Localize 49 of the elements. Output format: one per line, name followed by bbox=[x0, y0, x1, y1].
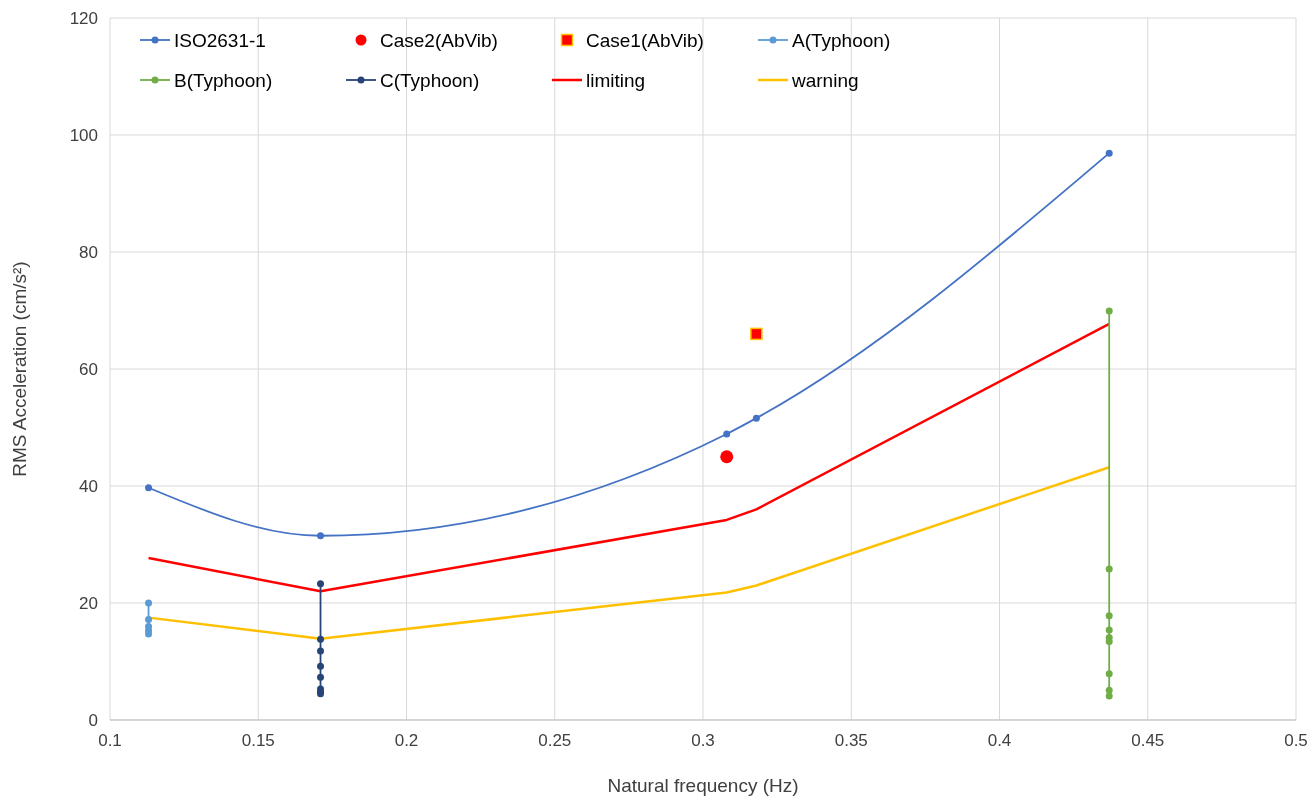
y-tick-label: 120 bbox=[69, 9, 98, 28]
point bbox=[317, 647, 325, 655]
x-tick-label: 0.4 bbox=[987, 731, 1012, 750]
point bbox=[1105, 565, 1113, 573]
point bbox=[1105, 149, 1113, 157]
x-axis-title: Natural frequency (Hz) bbox=[607, 775, 799, 796]
y-axis-title: RMS Acceleration (cm/s²) bbox=[9, 261, 30, 477]
point bbox=[750, 327, 763, 341]
x-tick-label: 0.35 bbox=[834, 731, 868, 750]
legend-label: Case1(AbVib) bbox=[586, 30, 704, 51]
legend-label: Case2(AbVib) bbox=[380, 30, 498, 51]
x-tick-label: 0.45 bbox=[1131, 731, 1165, 750]
legend-label: limiting bbox=[586, 70, 646, 91]
y-tick-label: 60 bbox=[79, 360, 98, 379]
x-tick-label: 0.1 bbox=[98, 731, 122, 750]
y-tick-label: 40 bbox=[79, 477, 98, 496]
legend-label: ISO2631-1 bbox=[174, 30, 266, 51]
y-tick-label: 20 bbox=[79, 594, 98, 613]
point bbox=[752, 414, 760, 422]
point bbox=[720, 450, 734, 464]
point bbox=[1105, 626, 1113, 634]
point bbox=[317, 635, 325, 643]
point bbox=[317, 673, 325, 681]
point bbox=[1105, 670, 1113, 678]
point bbox=[1105, 686, 1113, 694]
legend-label: warning bbox=[791, 70, 859, 91]
point bbox=[317, 662, 325, 670]
legend-label: A(Typhoon) bbox=[792, 30, 891, 51]
line-series bbox=[147, 322, 1111, 593]
x-tick-label: 0.5 bbox=[1284, 731, 1308, 750]
x-tick-label: 0.25 bbox=[538, 731, 572, 750]
x-tick-label: 0.3 bbox=[691, 731, 715, 750]
point bbox=[1105, 612, 1113, 620]
y-tick-label: 100 bbox=[69, 126, 98, 145]
y-tick-label: 80 bbox=[79, 243, 98, 262]
point bbox=[317, 532, 325, 540]
point bbox=[317, 580, 325, 588]
point bbox=[1105, 638, 1113, 646]
point bbox=[145, 615, 153, 623]
point bbox=[723, 430, 731, 438]
point bbox=[145, 484, 153, 492]
x-tick-label: 0.15 bbox=[241, 731, 275, 750]
point bbox=[1105, 692, 1113, 700]
legend-label: B(Typhoon) bbox=[174, 70, 273, 91]
point bbox=[145, 599, 153, 607]
legend-label: C(Typhoon) bbox=[380, 70, 480, 91]
point bbox=[1105, 307, 1113, 315]
x-tick-label: 0.2 bbox=[394, 731, 419, 750]
y-tick-label: 0 bbox=[88, 711, 98, 730]
